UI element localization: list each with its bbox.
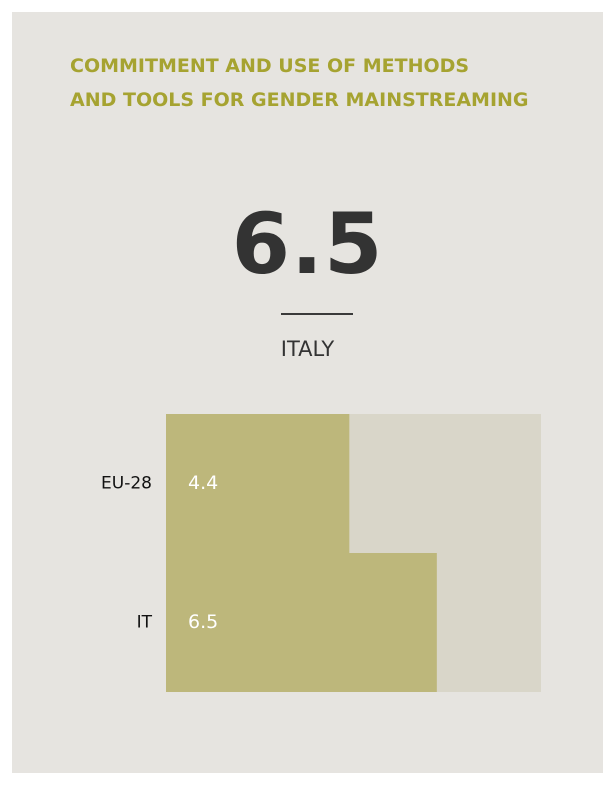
bar-it [166,553,437,692]
infographic-card: COMMITMENT AND USE OF METHODS AND TOOLS … [12,12,603,773]
value-label-it: 6.5 [188,611,218,633]
value-label-eu-28: 4.4 [188,472,218,494]
category-label-eu-28: EU-28 [101,474,152,494]
divider [281,313,353,315]
category-label-it: IT [137,613,153,633]
country-label: ITALY [280,337,335,361]
chart-title: COMMITMENT AND USE OF METHODS AND TOOLS … [70,49,590,117]
title-line-2: AND TOOLS FOR GENDER MAINSTREAMING [70,89,529,111]
title-line-1: COMMITMENT AND USE OF METHODS [70,55,470,77]
bar-chart: EU-28 4.4 IT 6.5 [101,414,541,692]
bar-eu-28 [166,414,350,553]
headline-value: 6.5 [231,195,384,293]
